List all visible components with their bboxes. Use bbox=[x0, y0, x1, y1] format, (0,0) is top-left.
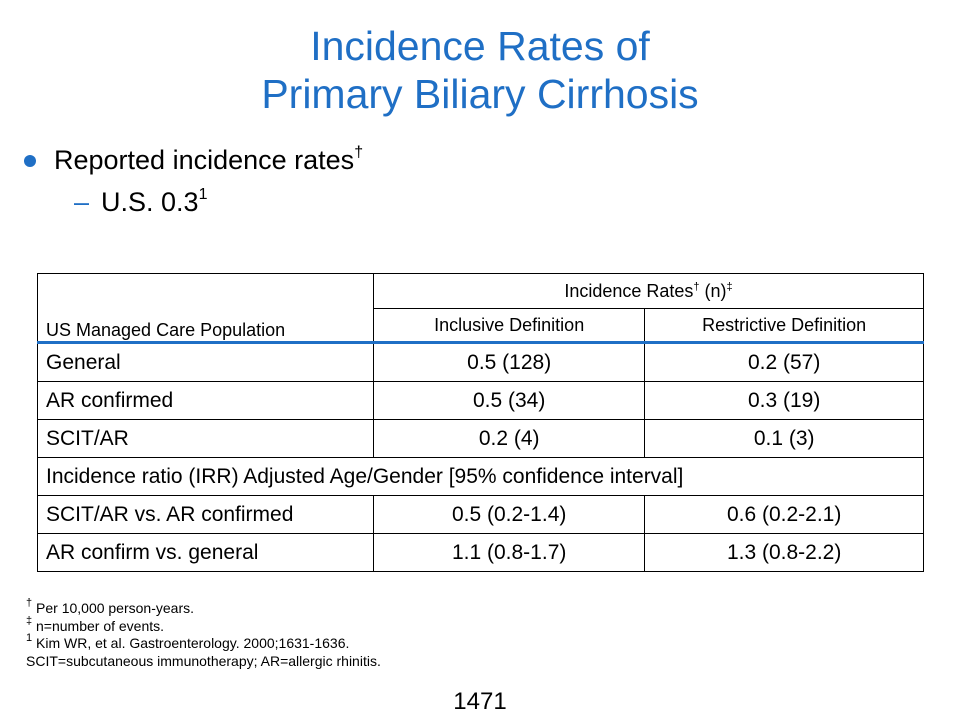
sub-bullet-footnote-mark: 1 bbox=[198, 185, 208, 203]
restrictive-value: 1.3 (0.8-2.2) bbox=[644, 533, 924, 572]
table-subheader-row: Inclusive Definition Restrictive Definit… bbox=[38, 308, 924, 344]
dash-icon: – bbox=[74, 186, 90, 217]
row-label: AR confirmed bbox=[36, 381, 375, 420]
restrictive-value: 0.2 (57) bbox=[644, 342, 924, 382]
sub-bullet-text: U.S. 0.31 bbox=[101, 185, 208, 217]
restrictive-value: 0.1 (3) bbox=[644, 419, 924, 458]
row-label: AR confirm vs. general bbox=[36, 533, 375, 572]
bullet-dot-icon bbox=[24, 155, 36, 167]
inclusive-value: 0.5 (0.2-1.4) bbox=[373, 495, 646, 534]
table-row: SCIT/AR vs. AR confirmed 0.5 (0.2-1.4) 0… bbox=[36, 495, 924, 534]
table-section-row: Incidence ratio (IRR) Adjusted Age/Gende… bbox=[37, 457, 924, 496]
inclusive-value: 0.5 (34) bbox=[373, 381, 646, 420]
bullet-text: Reported incidence rates† bbox=[54, 143, 364, 175]
inclusive-definition-header: Inclusive Definition bbox=[373, 308, 646, 344]
incidence-rates-header: Incidence Rates† (n)‡ bbox=[373, 273, 924, 309]
footnote: 1 Kim WR, et al. Gastroenterology. 2000;… bbox=[26, 632, 350, 652]
page-number: 1471 bbox=[453, 688, 507, 715]
row-label: SCIT/AR vs. AR confirmed bbox=[36, 495, 375, 534]
incidence-table: US Managed Care Population Incidence Rat… bbox=[36, 273, 924, 572]
table-row: AR confirmed 0.5 (34) 0.3 (19) bbox=[36, 381, 924, 420]
irr-section-label: Incidence ratio (IRR) Adjusted Age/Gende… bbox=[37, 457, 924, 496]
restrictive-definition-header: Restrictive Definition bbox=[644, 308, 924, 344]
bullet-footnote-mark: † bbox=[354, 143, 364, 161]
inclusive-value: 0.5 (128) bbox=[373, 342, 646, 382]
inclusive-value: 1.1 (0.8-1.7) bbox=[373, 533, 646, 572]
table-row: AR confirm vs. general 1.1 (0.8-1.7) 1.3… bbox=[36, 533, 924, 572]
bullet-item: Reported incidence rates† bbox=[24, 142, 363, 178]
footnotes: † Per 10,000 person-years. ‡ n=number of… bbox=[26, 597, 381, 670]
slide-title: Incidence Rates of Primary Biliary Cirrh… bbox=[0, 22, 960, 118]
row-label: SCIT/AR bbox=[36, 419, 375, 458]
footnote: SCIT=subcutaneous immunotherapy; AR=alle… bbox=[26, 652, 381, 669]
restrictive-value: 0.6 (0.2-2.1) bbox=[644, 495, 924, 534]
title-line-1: Incidence Rates of bbox=[310, 23, 650, 69]
footnote: ‡ n=number of events. bbox=[26, 614, 165, 634]
table-row: General 0.5 (128) 0.2 (57) bbox=[36, 342, 924, 382]
restrictive-value: 0.3 (19) bbox=[644, 381, 924, 420]
row-label: General bbox=[36, 342, 375, 382]
inclusive-value: 0.2 (4) bbox=[373, 419, 646, 458]
table-header-row: US Managed Care Population Incidence Rat… bbox=[36, 273, 924, 344]
population-header: US Managed Care Population bbox=[36, 273, 375, 344]
table-row: SCIT/AR 0.2 (4) 0.1 (3) bbox=[36, 419, 924, 458]
title-line-2: Primary Biliary Cirrhosis bbox=[261, 71, 699, 117]
footnote: † Per 10,000 person-years. bbox=[26, 597, 194, 617]
sub-bullet-item: – U.S. 0.31 bbox=[74, 184, 207, 220]
